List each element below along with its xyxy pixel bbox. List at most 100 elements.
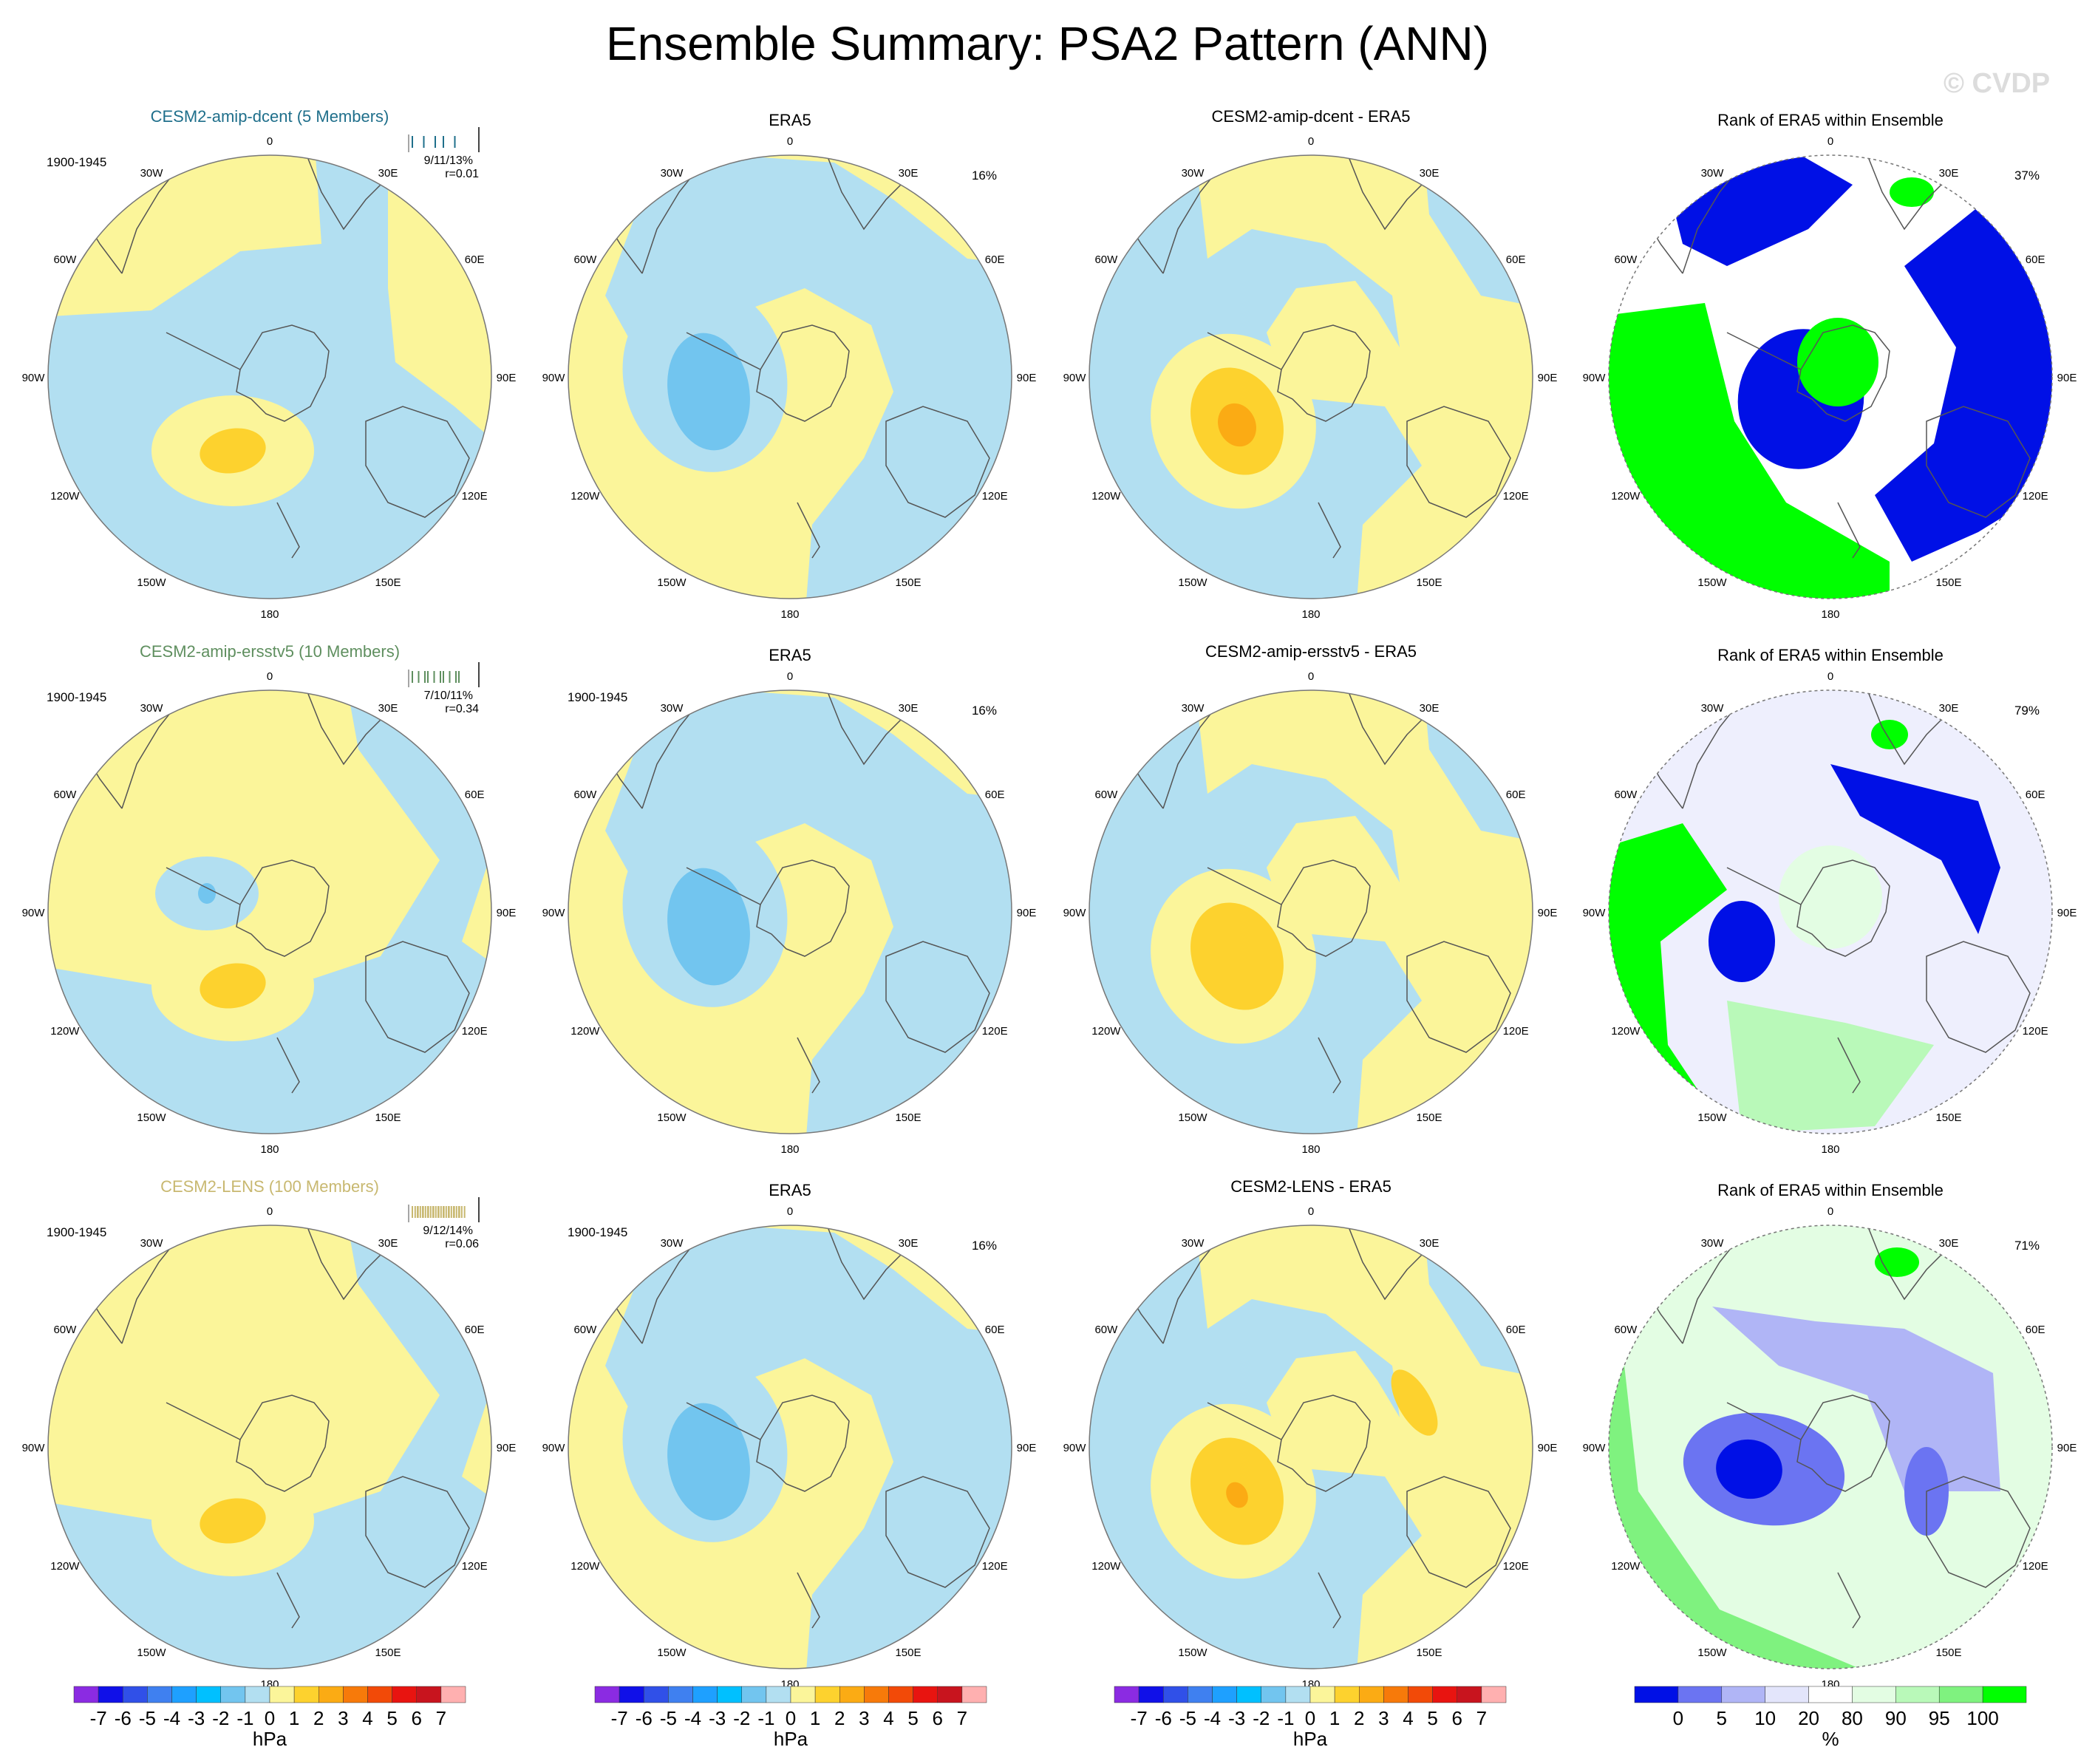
longitude-label: 0 <box>787 135 793 148</box>
colorbar-label: 6 <box>933 1707 943 1729</box>
field-positive-core <box>200 428 266 474</box>
panel-era5-row-1: 0 30E 60E 90E 120E 150E 180 150W 120W 90W 60W 30W ER… <box>542 646 1037 1156</box>
coastlines <box>1638 155 2031 559</box>
colorbar-swatch <box>619 1686 644 1703</box>
map-field <box>1609 1225 2052 1669</box>
peninsula <box>1726 332 1802 370</box>
field-positive-core <box>200 963 266 1009</box>
longitude-label: 60W <box>573 789 597 801</box>
longitude-label: 150E <box>1416 1646 1442 1659</box>
colorbar-swatch <box>1285 1686 1311 1703</box>
peninsula <box>1207 332 1282 370</box>
colorbar-swatch <box>1677 1686 1723 1703</box>
map-field <box>48 1225 491 1669</box>
longitude-label: 0 <box>267 135 273 148</box>
colorbar-label: 3 <box>859 1707 869 1729</box>
longitude-label: 120W <box>570 1560 600 1573</box>
longitude-label: 180 <box>260 608 279 621</box>
longitude-label: 120E <box>982 490 1008 503</box>
colorbar-swatch <box>171 1686 197 1703</box>
map-field <box>568 155 1012 599</box>
longitude-label: 0 <box>787 670 793 683</box>
new-zealand <box>797 502 820 559</box>
longitude-label: 90E <box>1538 1442 1558 1454</box>
colorbar-label: 6 <box>412 1707 422 1729</box>
colorbar-swatch <box>343 1686 368 1703</box>
longitude-label: 180 <box>780 1143 799 1156</box>
colorbar-swatch <box>937 1686 963 1703</box>
colorbar-swatch <box>123 1686 148 1703</box>
longitude-label: 60W <box>573 253 597 266</box>
longitude-label: 120W <box>570 490 600 503</box>
panel-era5-row-2: 030E60E90E120E150E180150W120W90W60W30WER… <box>542 1181 1037 1691</box>
colorbar-hpa: -7 -6 -5 -4 -3 -2 -1 0 1 2 3 4 5 6 7 hPa <box>1114 1686 1507 1750</box>
map-boundary <box>568 1225 1012 1669</box>
colorbar-swatch <box>1721 1686 1765 1703</box>
field-negative-area <box>605 690 1012 1134</box>
land <box>1796 859 1890 957</box>
map-field <box>48 155 491 599</box>
colorbar-label: 4 <box>1403 1707 1413 1729</box>
panel-rank-title: Rank of ERA5 within Ensemble <box>1717 111 1944 129</box>
longitude-label: 90W <box>22 1442 46 1454</box>
colorbar-label: -7 <box>1131 1707 1148 1729</box>
longitude-label: 150W <box>137 1111 166 1124</box>
peninsula <box>166 332 241 370</box>
panel-diff-row-1: 0 30E 60E 90E 120E 150E 180 150W 120W 90W 60W 30W CE… <box>1063 642 1558 1156</box>
colorbar-label: 10 <box>1754 1707 1776 1729</box>
variance-explained: 16% <box>972 1239 997 1253</box>
panel-diff-title: CESM2-amip-dcent - ERA5 <box>1212 107 1411 126</box>
longitude-label: 0 <box>267 670 273 683</box>
longitude-label: 60E <box>985 253 1005 266</box>
land <box>1796 324 1890 422</box>
colorbar-label: 80 <box>1842 1707 1863 1729</box>
colorbar-swatch <box>1359 1686 1384 1703</box>
colorbar-label: 7 <box>1476 1707 1487 1729</box>
colorbar-label: 7 <box>957 1707 967 1729</box>
colorbar-label: 3 <box>338 1707 348 1729</box>
longitude-label: 30W <box>661 167 684 180</box>
longitude-label: 90E <box>2057 1442 2077 1454</box>
longitude-label: 60W <box>1094 1324 1118 1336</box>
longitude-label: 90W <box>1063 907 1087 919</box>
longitude-label: 60W <box>573 1324 597 1336</box>
colorbar-label: -7 <box>90 1707 107 1729</box>
land <box>1277 859 1371 957</box>
africa <box>1867 155 1949 231</box>
map-field <box>1609 690 2052 1134</box>
map-field <box>1089 1225 1533 1669</box>
panel-era5-title: ERA5 <box>769 646 811 664</box>
peninsula <box>166 1402 241 1440</box>
colorbar-swatch <box>741 1686 767 1703</box>
longitude-label: 90E <box>2057 372 2077 384</box>
colorbar-swatch <box>196 1686 221 1703</box>
longitude-label: 30E <box>899 1237 919 1250</box>
field-negative-core <box>667 333 750 451</box>
longitude-label: 120E <box>462 1560 488 1573</box>
africa <box>826 1225 909 1301</box>
colorbar-label: 1 <box>810 1707 820 1729</box>
colorbar-hpa: -7 -6 -5 -4 -3 -2 -1 0 1 2 3 4 5 6 7 hPa <box>594 1686 987 1750</box>
colorbar-label: 5 <box>1717 1707 1727 1729</box>
map-boundary <box>47 1225 492 1669</box>
longitude-label: 30E <box>899 167 919 180</box>
longitude-label: 30E <box>1939 167 1959 180</box>
longitude-label: 30E <box>899 702 919 715</box>
longitude-label: 30E <box>1420 167 1440 180</box>
longitude-label: 120E <box>2023 1560 2048 1573</box>
colorbar-swatch <box>147 1686 172 1703</box>
colorbar-swatch <box>269 1686 295 1703</box>
longitude-label: 90E <box>1538 907 1558 919</box>
colorbar-label: 6 <box>1452 1707 1462 1729</box>
panel-model-title: CESM2-amip-ersstv5 (10 Members) <box>140 642 400 661</box>
pattern-stats: 9/12/14% <box>423 1225 473 1237</box>
map-boundary <box>1608 689 2053 1134</box>
map-boundary <box>1089 689 1533 1134</box>
panel-diff-row-0: 0 30E 60E 90E 120E 150E 180 150W 120W 90W 60W 30W CE… <box>1063 107 1558 621</box>
rank-high-light-area <box>1727 1001 1934 1134</box>
field-positive-area <box>1193 155 1533 599</box>
longitude-label: 60E <box>2026 253 2045 266</box>
colorbar-swatch <box>367 1686 392 1703</box>
colorbar-label: 1 <box>289 1707 299 1729</box>
colorbar-swatch <box>1938 1686 1983 1703</box>
